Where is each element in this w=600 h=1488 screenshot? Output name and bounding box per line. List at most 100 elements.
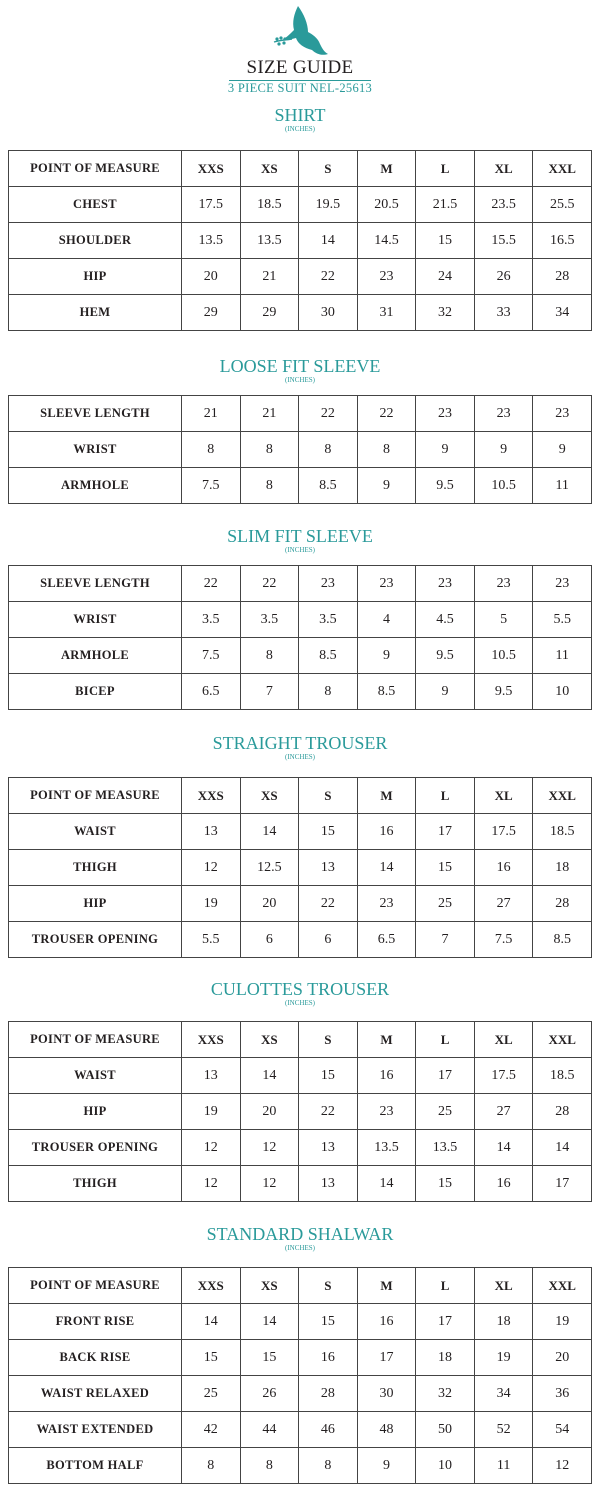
header-cell-size: M xyxy=(356,1021,417,1058)
measure-value: 7.5 xyxy=(181,467,241,504)
measure-value: 3.5 xyxy=(181,601,241,638)
measure-value: 19 xyxy=(181,885,241,922)
measure-value: 13.5 xyxy=(356,1129,417,1166)
header-cell-size: XXL xyxy=(532,1267,592,1304)
size-table-shirt: POINT OF MEASURE XXS XS S M L XL XXL CHEST 17.5 18… xyxy=(8,150,592,331)
measure-value: 20 xyxy=(239,885,300,922)
measure-value: 6.5 xyxy=(356,921,417,958)
measure-value: 19 xyxy=(181,1093,241,1130)
measure-label: WAIST RELAXED xyxy=(8,1375,182,1412)
measure-label: FRONT RISE xyxy=(8,1303,182,1340)
header-cell-size: XS xyxy=(239,1021,300,1058)
size-table-slim-fit-sleeve: SLEEVE LENGTH 22 22 23 23 23 23 23 WRIST 3.5 3.5 3.… xyxy=(8,565,592,710)
measure-value: 25.5 xyxy=(532,186,592,223)
section-title: CULOTTES TROUSER xyxy=(210,979,390,999)
measure-value: 22 xyxy=(298,258,358,295)
measure-value: 17 xyxy=(415,1057,475,1094)
measure-value: 23 xyxy=(356,1093,417,1130)
product-subtitle: 3 PIECE SUIT NEL-25613 xyxy=(227,81,373,95)
measure-value: 3.5 xyxy=(298,601,358,638)
table-row: BICEP 6.5 7 8 8.5 9 9.5 10 xyxy=(8,673,592,710)
measure-value: 23 xyxy=(532,565,592,602)
header-cell-size: XS xyxy=(239,150,300,187)
measure-value: 8 xyxy=(181,431,241,468)
measure-value: 23 xyxy=(356,885,417,922)
measure-value: 9 xyxy=(356,467,417,504)
section-unit: (INCHES) xyxy=(285,376,315,384)
measure-value: 18.5 xyxy=(532,1057,592,1094)
header-cell-size: XXS xyxy=(181,777,241,814)
measure-value: 10 xyxy=(532,673,592,710)
header-cell-size: XXL xyxy=(532,1021,592,1058)
table-row: WRIST 8 8 8 8 9 9 9 xyxy=(8,431,592,468)
table-row: SLEEVE LENGTH 21 21 22 22 23 23 23 xyxy=(8,395,592,432)
measure-value: 28 xyxy=(532,885,592,922)
measure-value: 8 xyxy=(239,467,300,504)
measure-value: 9.5 xyxy=(473,673,534,710)
measure-value: 6 xyxy=(298,921,358,958)
measure-value: 7.5 xyxy=(473,921,534,958)
table-header-row: POINT OF MEASURE XXS XS S M L XL XXL xyxy=(8,777,592,814)
measure-label: WRIST xyxy=(8,601,182,638)
header-cell-size: XS xyxy=(239,1267,300,1304)
table-row: HEM 29 29 30 31 32 33 34 xyxy=(8,294,592,331)
header-cell-size: L xyxy=(415,777,475,814)
measure-value: 8 xyxy=(298,673,358,710)
header-cell-point-of-measure: POINT OF MEASURE xyxy=(8,1021,182,1058)
header-cell-size: XL xyxy=(473,150,534,187)
dove-logo-icon xyxy=(272,4,332,58)
measure-value: 19 xyxy=(473,1339,534,1376)
measure-value: 22 xyxy=(181,565,241,602)
measure-value: 46 xyxy=(298,1411,358,1448)
measure-value: 11 xyxy=(473,1447,534,1484)
measure-value: 22 xyxy=(239,565,300,602)
measure-label: WAIST xyxy=(8,813,182,850)
section-unit: (INCHES) xyxy=(285,999,315,1007)
measure-value: 12 xyxy=(181,1165,241,1202)
measure-value: 29 xyxy=(181,294,241,331)
table-row: TROUSER OPENING 5.5 6 6 6.5 7 7.5 8.5 xyxy=(8,921,592,958)
measure-value: 17.5 xyxy=(181,186,241,223)
measure-value: 13 xyxy=(298,1165,358,1202)
section-standard-shalwar: STANDARD SHALWAR (INCHES) POINT OF MEASURE… xyxy=(8,1224,592,1484)
header-cell-size: S xyxy=(298,777,358,814)
table-row: HIP 19 20 22 23 25 27 28 xyxy=(8,1093,592,1130)
measure-value: 21 xyxy=(239,395,300,432)
measure-value: 9 xyxy=(356,1447,417,1484)
table-row: CHEST 17.5 18.5 19.5 20.5 21.5 23.5 25.5 xyxy=(8,186,592,223)
measure-value: 26 xyxy=(239,1375,300,1412)
section-straight-trouser: STRAIGHT TROUSER (INCHES) POINT OF MEASURE… xyxy=(8,733,592,958)
measure-value: 14 xyxy=(473,1129,534,1166)
measure-label: TROUSER OPENING xyxy=(8,1129,182,1166)
measure-label: HIP xyxy=(8,258,182,295)
measure-value: 42 xyxy=(181,1411,241,1448)
measure-value: 16 xyxy=(356,813,417,850)
measure-value: 10.5 xyxy=(473,637,534,674)
header-cell-point-of-measure: POINT OF MEASURE xyxy=(8,150,182,187)
measure-value: 34 xyxy=(473,1375,534,1412)
measure-value: 9 xyxy=(415,673,475,710)
measure-value: 52 xyxy=(473,1411,534,1448)
measure-value: 12 xyxy=(181,1129,241,1166)
measure-value: 13 xyxy=(298,1129,358,1166)
measure-value: 15.5 xyxy=(473,222,534,259)
measure-value: 48 xyxy=(356,1411,417,1448)
measure-value: 26 xyxy=(473,258,534,295)
measure-value: 25 xyxy=(181,1375,241,1412)
table-row: SLEEVE LENGTH 22 22 23 23 23 23 23 xyxy=(8,565,592,602)
measure-value: 13 xyxy=(181,1057,241,1094)
section-title: SLIM FIT SLEEVE xyxy=(227,526,373,546)
measure-value: 8 xyxy=(356,431,417,468)
table-row: THIGH 12 12.5 13 14 15 16 18 xyxy=(8,849,592,886)
measure-value: 8 xyxy=(239,1447,300,1484)
measure-value: 14 xyxy=(239,1303,300,1340)
measure-value: 8 xyxy=(239,431,300,468)
measure-value: 22 xyxy=(298,885,358,922)
header-cell-point-of-measure: POINT OF MEASURE xyxy=(8,777,182,814)
measure-value: 23 xyxy=(356,565,417,602)
measure-value: 8.5 xyxy=(532,921,592,958)
section-title: LOOSE FIT SLEEVE xyxy=(219,356,381,376)
measure-value: 15 xyxy=(298,813,358,850)
measure-value: 9 xyxy=(415,431,475,468)
measure-value: 8.5 xyxy=(356,673,417,710)
